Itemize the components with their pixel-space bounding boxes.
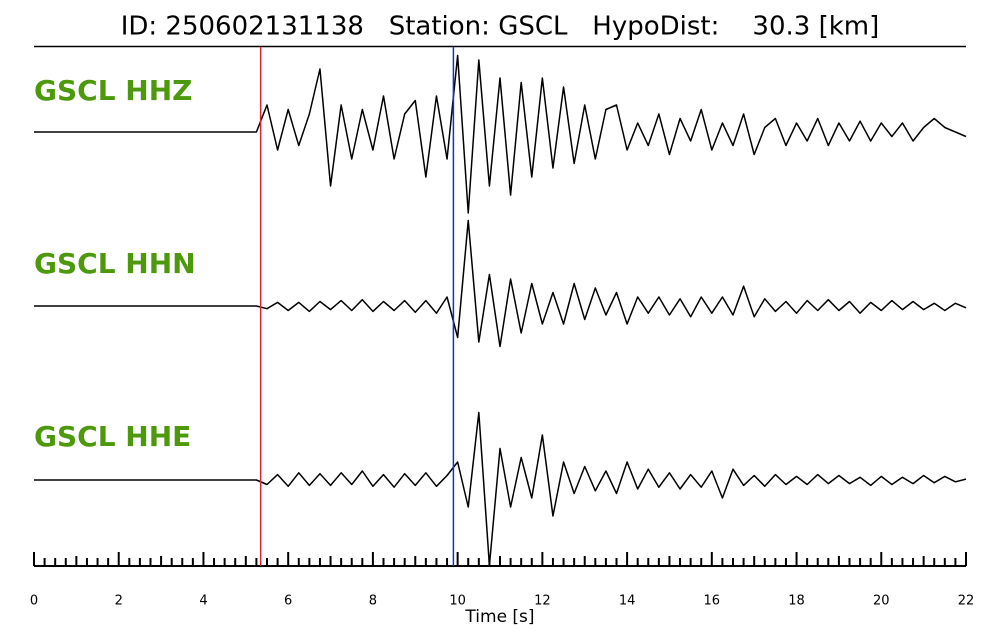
waveform [34,411,967,567]
trace-label: GSCL HHN [34,247,196,280]
waveform [34,219,967,348]
x-tick-label: 8 [369,594,377,609]
x-tick-label: 2 [115,594,123,609]
trace-label: GSCL HHZ [34,74,192,107]
x-tick-label: 0 [30,594,38,609]
x-axis-label: Time [s] [464,607,534,627]
x-tick-label: 12 [534,594,551,609]
x-tick-label: 10 [449,594,466,609]
x-tick-label: 22 [958,594,975,609]
x-tick-label: 6 [284,594,292,609]
x-tick-label: 4 [199,594,207,609]
x-tick-label: 16 [704,594,721,609]
x-tick-label: 18 [788,594,805,609]
waveform [34,54,967,214]
x-tick-label: 14 [619,594,636,609]
x-tick-label: 20 [873,594,890,609]
chart-title: ID: 250602131138 Station: GSCL HypoDist:… [121,12,880,42]
trace-label: GSCL HHE [34,420,191,453]
